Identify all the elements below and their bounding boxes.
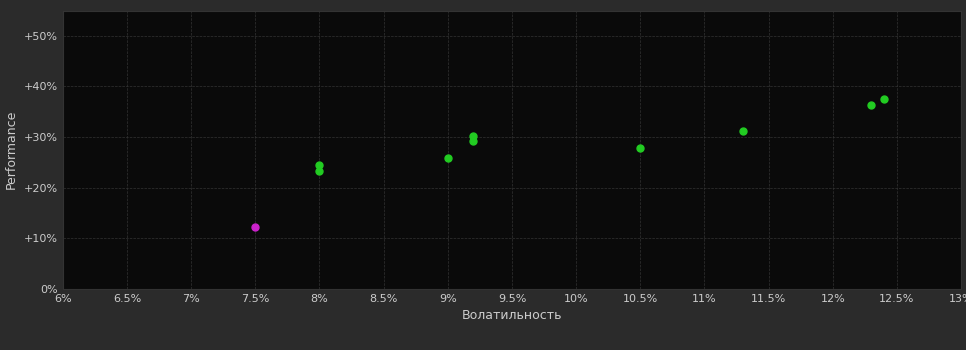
Point xyxy=(735,128,751,134)
Point xyxy=(864,102,879,108)
Point xyxy=(312,162,327,168)
Y-axis label: Performance: Performance xyxy=(5,110,18,189)
Point xyxy=(466,138,481,144)
Point xyxy=(633,145,648,151)
Point xyxy=(440,155,456,161)
X-axis label: Волатильность: Волатильность xyxy=(462,309,562,322)
Point xyxy=(876,96,892,102)
Point xyxy=(247,224,263,230)
Point xyxy=(466,133,481,139)
Point xyxy=(312,169,327,174)
